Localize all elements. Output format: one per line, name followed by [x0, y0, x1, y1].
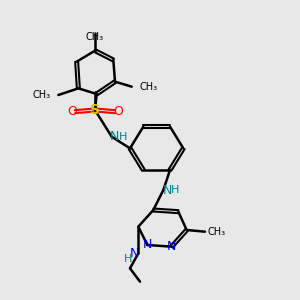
- Text: S: S: [90, 103, 100, 117]
- Text: N: N: [163, 184, 172, 196]
- Text: H: H: [171, 185, 179, 195]
- Text: CH₃: CH₃: [140, 82, 158, 92]
- Text: H: H: [118, 132, 127, 142]
- Text: N: N: [130, 247, 139, 260]
- Text: N: N: [167, 240, 176, 253]
- Text: H: H: [124, 254, 133, 264]
- Text: CH₃: CH₃: [86, 32, 104, 42]
- Text: O: O: [113, 105, 123, 118]
- Text: N: N: [110, 130, 119, 143]
- Text: CH₃: CH₃: [208, 227, 226, 237]
- Text: N: N: [142, 238, 152, 251]
- Text: O: O: [67, 105, 77, 118]
- Text: CH₃: CH₃: [32, 90, 50, 100]
